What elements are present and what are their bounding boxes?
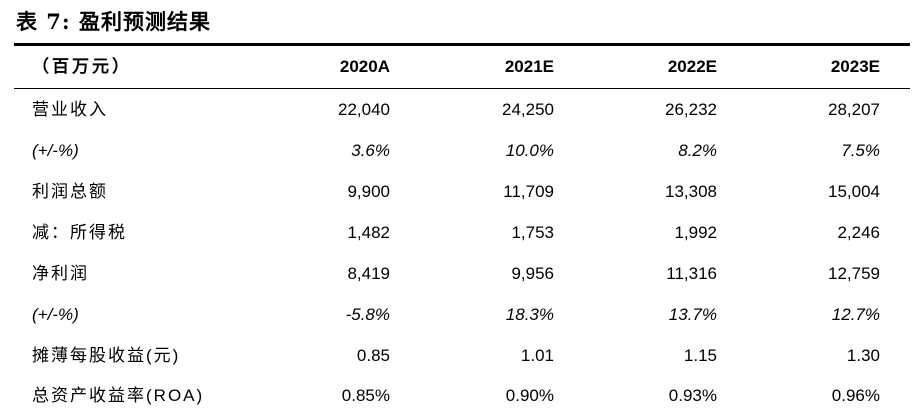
- row-value-2022e: 8.2%: [678, 141, 717, 160]
- table-row: (+/-%) -5.8% 18.3% 13.7% 12.7%: [0, 300, 914, 330]
- row-value-2022e: 13,308: [665, 182, 717, 201]
- table-header-rule: [14, 88, 910, 89]
- table-row: 利润总额 9,900 11,709 13,308 15,004: [0, 177, 914, 207]
- table-row: 减：所得税 1,482 1,753 1,992 2,246: [0, 218, 914, 248]
- table-header-row: （百万元） 2020A 2021E 2022E 2023E: [0, 52, 914, 82]
- header-unit: （百万元）: [32, 57, 132, 76]
- row-value-2023e: 12,759: [828, 264, 880, 283]
- row-value-2021e: 10.0%: [505, 141, 554, 160]
- row-value-2020a: 3.6%: [351, 141, 390, 160]
- row-value-2020a: 9,900: [347, 182, 390, 201]
- table-row: 营业收入 22,040 24,250 26,232 28,207: [0, 95, 914, 125]
- row-label: (+/-%): [32, 305, 79, 324]
- row-value-2021e: 11,709: [503, 182, 554, 201]
- row-value-2021e: 0.90%: [505, 386, 554, 405]
- table-top-rule: [14, 43, 910, 46]
- row-value-2020a: 1,482: [347, 223, 390, 242]
- row-value-2022e: 1.15: [683, 346, 717, 365]
- row-value-2021e: 18.3%: [505, 305, 554, 324]
- row-value-2023e: 15,004: [828, 182, 880, 201]
- row-label: (+/-%): [32, 141, 79, 160]
- row-value-2023e: 12.7%: [831, 305, 880, 324]
- header-year-2023e: 2023E: [830, 57, 880, 76]
- table-row: 摊薄每股收益(元) 0.85 1.01 1.15 1.30: [0, 341, 914, 371]
- header-year-2020a: 2020A: [339, 57, 390, 76]
- row-value-2023e: 1.30: [846, 346, 880, 365]
- row-value-2022e: 13.7%: [668, 305, 717, 324]
- row-label: 摊薄每股收益(元): [32, 346, 181, 365]
- row-value-2021e: 9,956: [511, 264, 554, 283]
- row-label: 营业收入: [32, 100, 108, 119]
- row-label: 利润总额: [32, 182, 108, 201]
- table-row: (+/-%) 3.6% 10.0% 8.2% 7.5%: [0, 136, 914, 166]
- row-label: 净利润: [32, 264, 89, 283]
- header-year-2021e: 2021E: [504, 57, 554, 76]
- row-value-2020a: 22,040: [338, 100, 390, 119]
- row-value-2022e: 1,992: [674, 223, 717, 242]
- row-value-2023e: 28,207: [828, 100, 880, 119]
- table-row: 总资产收益率(ROA) 0.85% 0.90% 0.93% 0.96%: [0, 381, 914, 411]
- row-value-2020a: 0.85%: [341, 386, 390, 405]
- row-value-2020a: -5.8%: [345, 305, 390, 324]
- row-value-2023e: 2,246: [837, 223, 880, 242]
- row-value-2020a: 0.85: [356, 346, 390, 365]
- row-value-2021e: 24,250: [502, 100, 554, 119]
- row-value-2023e: 0.96%: [831, 386, 880, 405]
- row-value-2022e: 11,316: [666, 264, 717, 283]
- header-year-2022e: 2022E: [667, 57, 717, 76]
- row-value-2021e: 1,753: [511, 223, 554, 242]
- table-title: 表 7: 盈利预测结果: [16, 9, 211, 34]
- row-value-2021e: 1.01: [520, 346, 554, 365]
- row-label: 减：所得税: [32, 223, 127, 242]
- row-value-2023e: 7.5%: [841, 141, 880, 160]
- table-row: 净利润 8,419 9,956 11,316 12,759: [0, 259, 914, 289]
- row-label: 总资产收益率(ROA): [32, 386, 205, 405]
- row-value-2022e: 26,232: [665, 100, 717, 119]
- row-value-2020a: 8,419: [347, 264, 390, 283]
- row-value-2022e: 0.93%: [668, 386, 717, 405]
